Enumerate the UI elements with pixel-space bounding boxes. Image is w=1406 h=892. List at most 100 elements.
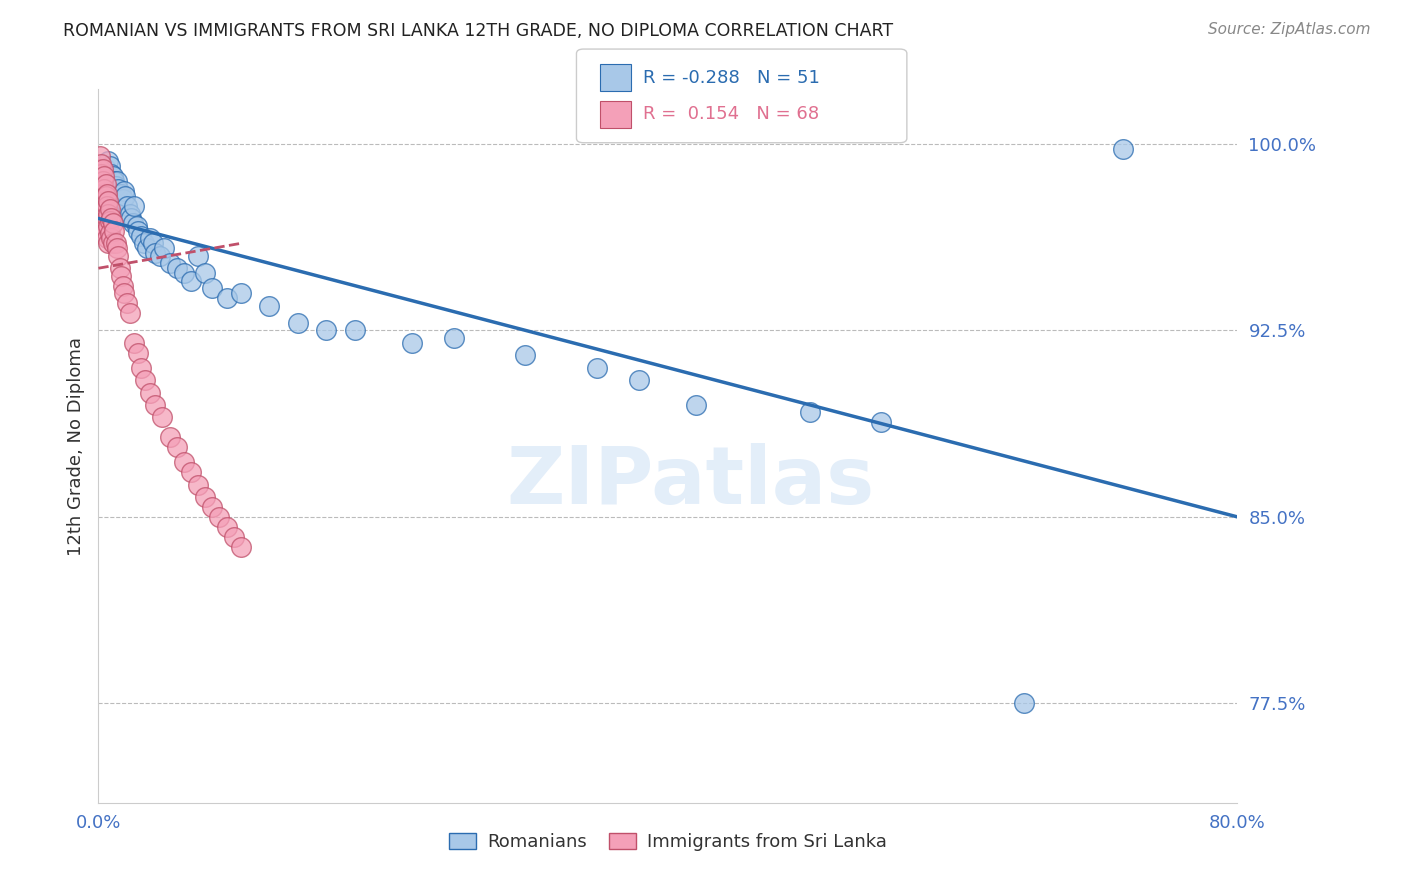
Point: [98, 159, 121, 173]
Point: [870, 416, 893, 430]
Point: [685, 398, 707, 412]
Point: [89, 149, 111, 163]
Point: [96, 199, 118, 213]
Point: [194, 266, 217, 280]
Point: [89, 186, 111, 201]
Point: [94, 224, 117, 238]
Point: [96, 211, 118, 226]
Point: [104, 236, 127, 251]
Point: [1112, 142, 1135, 156]
Point: [138, 231, 160, 245]
Point: [90, 217, 112, 231]
Point: [105, 174, 128, 188]
Point: [105, 241, 128, 255]
Point: [628, 373, 651, 387]
Point: [94, 177, 117, 191]
Point: [98, 214, 121, 228]
Point: [98, 202, 121, 216]
Point: [180, 274, 202, 288]
Point: [343, 323, 366, 337]
Point: [112, 184, 135, 198]
Point: [90, 157, 112, 171]
Point: [121, 217, 143, 231]
Point: [145, 246, 167, 260]
Point: [107, 249, 129, 263]
Point: [287, 316, 309, 330]
Point: [187, 249, 209, 263]
Point: [222, 530, 245, 544]
Point: [101, 236, 124, 251]
Point: [91, 211, 114, 226]
Point: [315, 323, 337, 337]
Point: [115, 199, 138, 213]
Point: [93, 206, 115, 220]
Point: [93, 194, 115, 208]
Point: [149, 249, 172, 263]
Point: [259, 299, 281, 313]
Point: [93, 219, 115, 233]
Point: [90, 167, 112, 181]
Point: [135, 241, 157, 255]
Point: [97, 219, 120, 233]
Point: [89, 174, 111, 188]
Point: [145, 398, 167, 412]
Point: [127, 345, 149, 359]
Point: [201, 500, 224, 514]
Point: [97, 194, 120, 208]
Point: [585, 360, 607, 375]
Point: [122, 335, 145, 350]
Point: [115, 296, 138, 310]
Text: ZIPatlas: ZIPatlas: [506, 442, 875, 521]
Point: [97, 236, 120, 251]
Point: [96, 186, 118, 201]
Point: [93, 169, 115, 184]
Point: [229, 540, 252, 554]
Point: [101, 169, 124, 184]
Point: [91, 186, 114, 201]
Text: Source: ZipAtlas.com: Source: ZipAtlas.com: [1208, 22, 1371, 37]
Point: [173, 266, 195, 280]
Point: [208, 509, 231, 524]
Point: [89, 161, 111, 176]
Point: [118, 206, 141, 220]
Legend: Romanians, Immigrants from Sri Lanka: Romanians, Immigrants from Sri Lanka: [441, 825, 894, 858]
Point: [1012, 697, 1035, 711]
Point: [127, 224, 149, 238]
Point: [89, 199, 111, 213]
Point: [159, 256, 181, 270]
Point: [94, 161, 117, 176]
Point: [96, 231, 118, 245]
Point: [107, 181, 129, 195]
Point: [111, 192, 134, 206]
Point: [122, 199, 145, 213]
Point: [104, 179, 127, 194]
Point: [94, 202, 117, 216]
Point: [108, 261, 131, 276]
Point: [98, 227, 121, 241]
Point: [129, 360, 152, 375]
Point: [173, 455, 195, 469]
Point: [201, 281, 224, 295]
Point: [159, 430, 181, 444]
Point: [91, 174, 114, 188]
Point: [94, 189, 117, 203]
Point: [103, 224, 125, 238]
Point: [443, 331, 465, 345]
Point: [101, 217, 124, 231]
Point: [138, 385, 160, 400]
Point: [166, 440, 188, 454]
Point: [401, 335, 423, 350]
Point: [153, 241, 176, 255]
Point: [110, 268, 132, 283]
Point: [91, 199, 114, 213]
Point: [194, 490, 217, 504]
Point: [215, 520, 238, 534]
Point: [187, 477, 209, 491]
Point: [90, 204, 112, 219]
Point: [799, 405, 821, 419]
Point: [152, 410, 174, 425]
Point: [515, 348, 537, 362]
Point: [114, 189, 136, 203]
Point: [90, 179, 112, 194]
Point: [111, 278, 134, 293]
